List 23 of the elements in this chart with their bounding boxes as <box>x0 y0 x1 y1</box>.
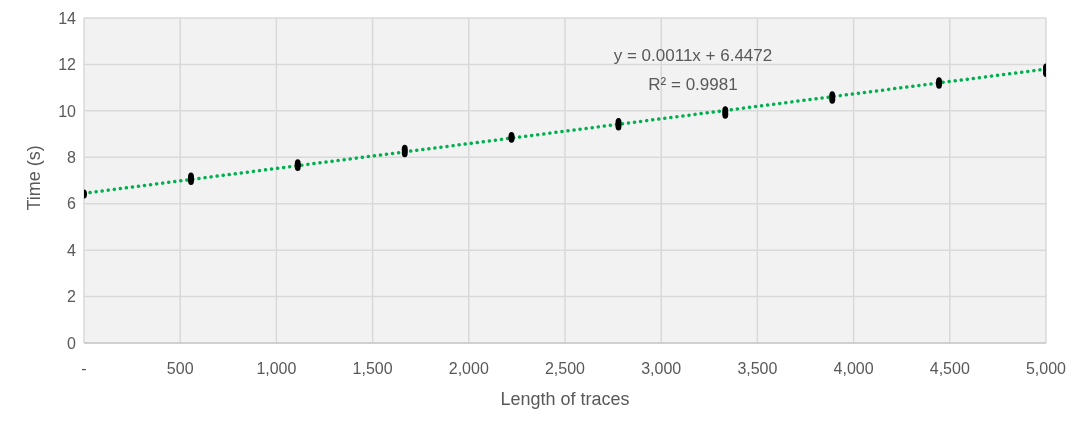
x-tick-label: - <box>81 360 87 378</box>
x-tick-label: 5,000 <box>1025 360 1067 378</box>
x-tick-label: 3,500 <box>737 360 778 378</box>
y-axis-title: Time (s) <box>24 145 45 211</box>
x-tick-label: 500 <box>166 360 194 378</box>
y-tick-label: 8 <box>67 148 77 166</box>
x-tick-label: 4,500 <box>929 360 970 378</box>
y-tick-label: 0 <box>67 334 77 352</box>
x-tick-label: 3,000 <box>641 360 682 378</box>
x-tick-label: 2,500 <box>544 360 586 378</box>
x-tick-label: 4,000 <box>833 360 874 378</box>
y-tick-label: 12 <box>58 56 77 74</box>
y-tick-label: 4 <box>67 241 77 259</box>
y-tick-label: 2 <box>67 288 77 306</box>
annotation: y = 0.0011x + 6.4472 <box>612 46 774 66</box>
y-tick-label: 10 <box>58 102 77 120</box>
x-tick-label: 1,500 <box>352 360 393 378</box>
annotation: R² = 0.9981 <box>647 75 739 95</box>
x-tick-label: 2,000 <box>448 360 489 378</box>
x-tick-label: 1,000 <box>256 360 297 378</box>
x-axis-title: Length of traces <box>500 389 630 409</box>
y-tick-label: 6 <box>67 195 77 213</box>
y-tick-label: 14 <box>58 9 77 27</box>
